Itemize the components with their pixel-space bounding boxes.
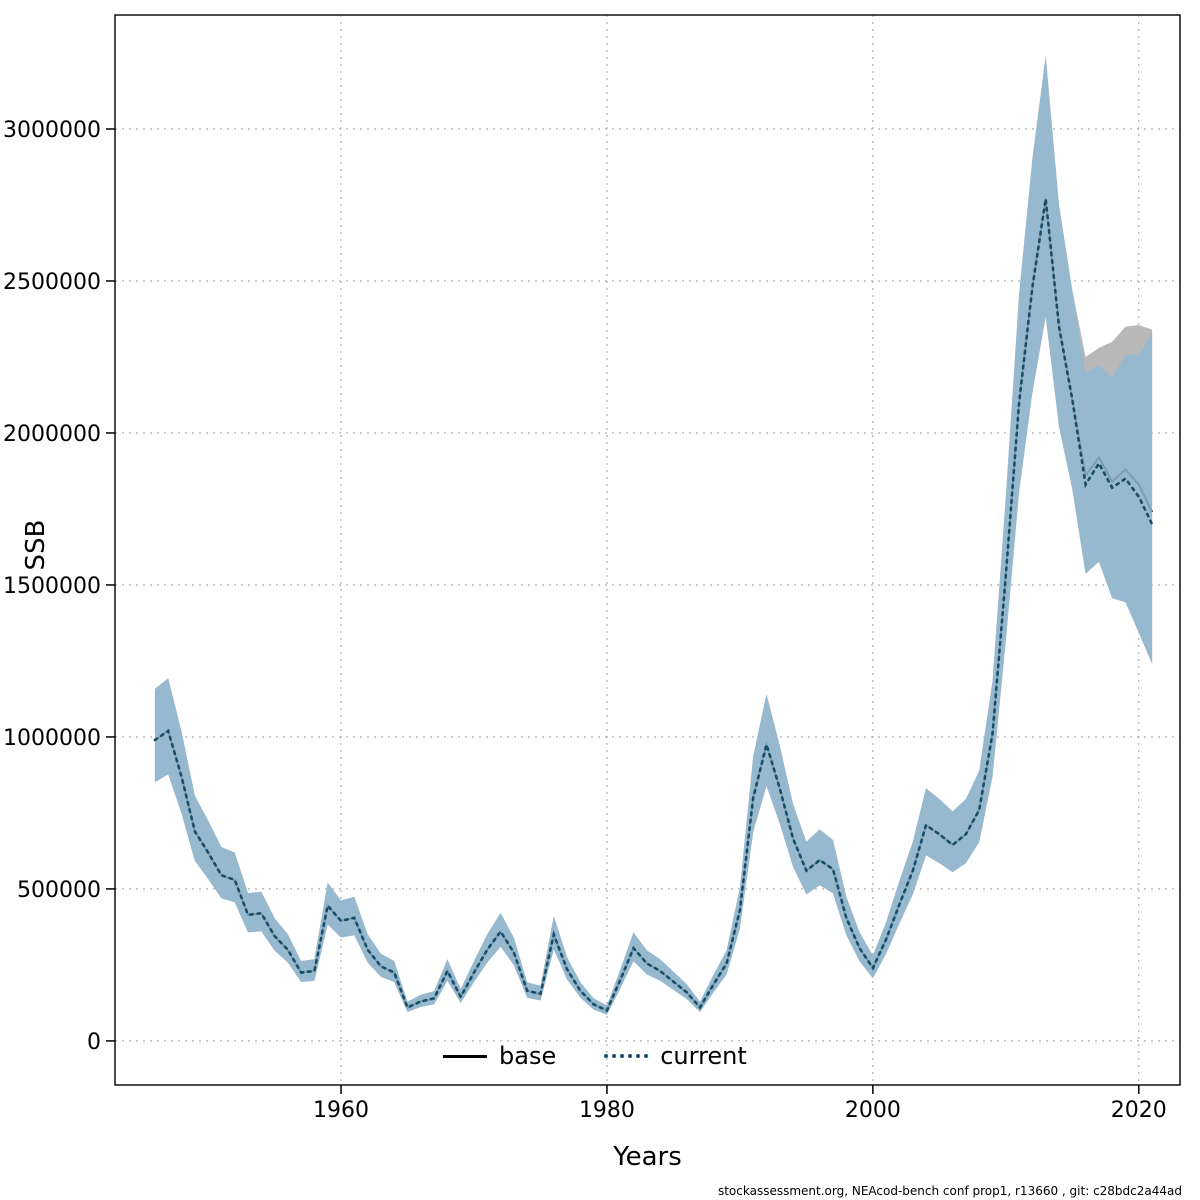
- y-tick-label: 2000000: [3, 422, 101, 447]
- x-tick-label: 1960: [313, 1098, 369, 1123]
- legend-base-line-sample: [443, 1054, 487, 1058]
- current-line: [153, 198, 1154, 1013]
- plot-border: [114, 14, 1181, 1086]
- y-tick-label: 500000: [17, 878, 101, 903]
- legend-base-label: base: [499, 1042, 557, 1070]
- legend-current-line-sample: [604, 1054, 649, 1058]
- y-tick-label: 1000000: [3, 726, 101, 751]
- current-confidence-band: [154, 55, 1153, 1015]
- y-tick-label: 2500000: [3, 270, 101, 295]
- x-tick-label: 2020: [1111, 1098, 1167, 1123]
- base-confidence-band: [154, 55, 1153, 1015]
- footer-caption: stockassessment.org, NEAcod-bench conf p…: [717, 1184, 1182, 1198]
- legend: base current: [443, 1040, 747, 1072]
- y-tick-label: 1500000: [3, 574, 101, 599]
- y-tick-label: 3000000: [3, 118, 101, 143]
- legend-current-label: current: [660, 1042, 747, 1070]
- y-tick-label: 0: [87, 1030, 101, 1055]
- x-axis-label: Years: [613, 1142, 682, 1172]
- x-tick-label: 1980: [579, 1098, 635, 1123]
- y-axis-label: SSB: [21, 519, 51, 571]
- x-tick-label: 2000: [845, 1098, 901, 1123]
